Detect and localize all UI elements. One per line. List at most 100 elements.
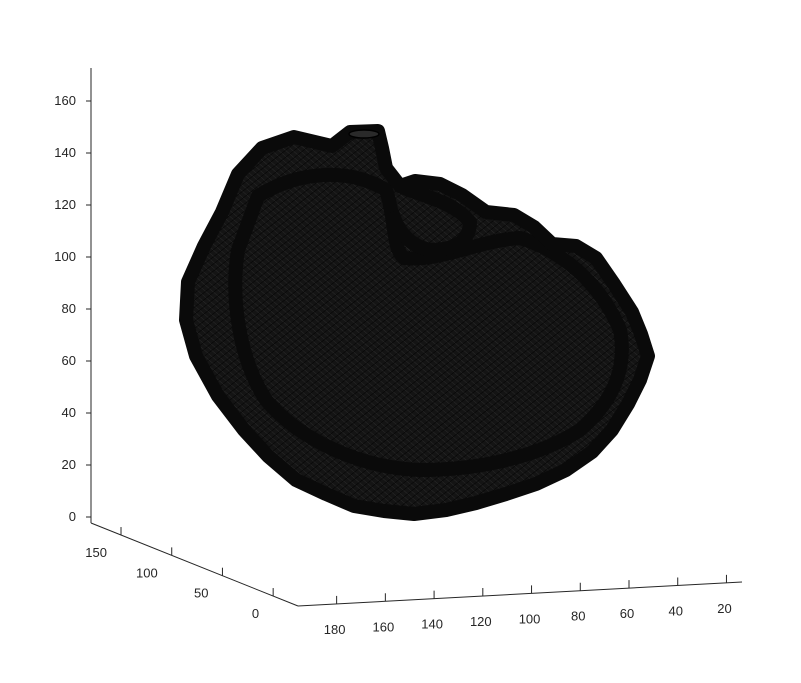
mesh-line bbox=[794, 120, 801, 530]
mesh-line bbox=[767, 120, 801, 530]
mesh-line bbox=[668, 120, 801, 530]
surface-fold-top bbox=[385, 179, 477, 257]
y-tick-label: 0 bbox=[252, 606, 259, 621]
mesh-line bbox=[796, 120, 801, 530]
mesh-line bbox=[478, 131, 648, 514]
mesh-line bbox=[0, 120, 9, 530]
mesh-line bbox=[0, 120, 16, 530]
mesh-line bbox=[0, 120, 184, 530]
mesh-line bbox=[277, 131, 648, 514]
y-tick-label: 50 bbox=[194, 586, 208, 601]
x-tick-label: 180 bbox=[324, 622, 346, 637]
mesh-line bbox=[0, 120, 36, 530]
mesh-line bbox=[0, 120, 65, 530]
mesh-line bbox=[186, 131, 493, 514]
mesh-line bbox=[186, 131, 367, 514]
mesh-line bbox=[0, 120, 2, 530]
mesh-line bbox=[722, 120, 801, 530]
mesh-line bbox=[768, 120, 801, 530]
mesh-line bbox=[691, 120, 801, 530]
mesh-line bbox=[0, 120, 9, 530]
mesh-line bbox=[686, 120, 801, 530]
mesh-line bbox=[263, 131, 648, 514]
x-axis-line bbox=[297, 581, 743, 607]
mesh-line bbox=[650, 120, 801, 530]
mesh-line bbox=[670, 120, 801, 530]
mesh-line bbox=[0, 120, 162, 530]
mesh-line bbox=[186, 131, 199, 514]
mesh-line bbox=[226, 131, 648, 514]
z-tick-label: 160 bbox=[54, 93, 76, 108]
mesh-line bbox=[747, 120, 801, 530]
mesh-line bbox=[0, 120, 18, 530]
mesh-line bbox=[789, 120, 801, 530]
mesh-line bbox=[0, 120, 163, 530]
mesh-line bbox=[761, 120, 801, 530]
mesh-line bbox=[641, 131, 648, 514]
mesh-line bbox=[186, 131, 388, 514]
mesh-line bbox=[677, 120, 801, 530]
mesh-line bbox=[186, 131, 381, 514]
mesh-line bbox=[186, 131, 424, 514]
mesh-line bbox=[270, 131, 648, 514]
z-tick-label: 80 bbox=[62, 301, 76, 316]
mesh-line bbox=[0, 120, 99, 530]
x-tick-label: 160 bbox=[373, 619, 395, 634]
mesh-line bbox=[186, 131, 406, 514]
mesh-line bbox=[0, 120, 114, 530]
x-tick-label: 60 bbox=[620, 606, 634, 621]
z-tick-label: 0 bbox=[69, 509, 76, 524]
mesh-line bbox=[0, 120, 27, 530]
mesh-line bbox=[631, 131, 648, 514]
mesh-line bbox=[775, 120, 801, 530]
mesh-line bbox=[0, 120, 23, 530]
x-tick-label: 100 bbox=[519, 611, 541, 626]
mesh-line bbox=[0, 120, 93, 530]
mesh-line bbox=[0, 120, 177, 530]
z-tick-label: 40 bbox=[62, 405, 76, 420]
mesh-line bbox=[186, 131, 409, 514]
mesh-line bbox=[0, 120, 180, 530]
mesh-line bbox=[713, 120, 801, 530]
mesh-line bbox=[256, 131, 648, 514]
y-axis-ticks: 0 50 100 150 bbox=[85, 527, 274, 621]
x-tick-label: 40 bbox=[668, 603, 682, 618]
mesh-line bbox=[325, 131, 648, 514]
mesh-line bbox=[249, 131, 648, 514]
mesh-line bbox=[659, 120, 801, 530]
mesh-line bbox=[186, 131, 507, 514]
mesh-line bbox=[620, 131, 648, 514]
mesh-line bbox=[0, 120, 37, 530]
mesh-line bbox=[186, 131, 416, 514]
mesh-line bbox=[186, 131, 397, 514]
mesh-line bbox=[186, 131, 402, 514]
mesh-line bbox=[0, 120, 171, 530]
mesh-line bbox=[186, 131, 199, 514]
mesh-line bbox=[186, 131, 190, 514]
surface-top-opening bbox=[348, 129, 380, 139]
mesh-line bbox=[186, 131, 388, 514]
mesh-line bbox=[186, 131, 379, 514]
z-tick-label: 20 bbox=[62, 457, 76, 472]
mesh-line bbox=[186, 131, 442, 514]
mesh-line bbox=[186, 131, 374, 514]
mesh-line bbox=[186, 131, 528, 514]
axes bbox=[90, 68, 743, 607]
mesh-line bbox=[186, 131, 514, 514]
x-axis-ticks: 180 160 140 120 100 80 60 40 20 bbox=[324, 574, 732, 637]
mesh-line bbox=[785, 120, 801, 530]
mesh-line bbox=[186, 131, 334, 514]
mesh-line bbox=[186, 131, 206, 514]
mesh-line bbox=[704, 120, 801, 530]
mesh-line bbox=[740, 120, 801, 530]
y-tick-label: 150 bbox=[85, 545, 107, 560]
mesh-line bbox=[284, 131, 648, 514]
mesh-line bbox=[0, 120, 44, 530]
mesh-line bbox=[0, 120, 100, 530]
mesh-line bbox=[649, 120, 801, 530]
mesh-line bbox=[334, 131, 648, 514]
mesh-line bbox=[782, 120, 801, 530]
mesh-line bbox=[684, 120, 801, 530]
x-tick-label: 20 bbox=[717, 601, 731, 616]
